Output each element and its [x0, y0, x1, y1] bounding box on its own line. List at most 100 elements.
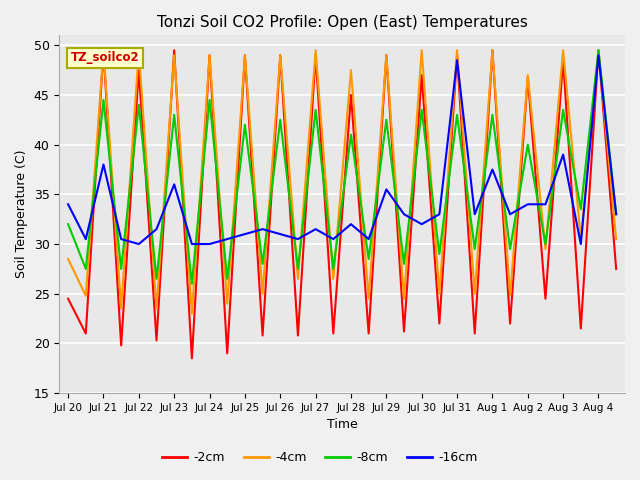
-8cm — [330, 266, 337, 272]
-16cm — [541, 202, 549, 207]
Line: -2cm: -2cm — [68, 50, 616, 359]
Text: TZ_soilco2: TZ_soilco2 — [70, 51, 140, 64]
-8cm — [436, 251, 444, 257]
-4cm — [488, 48, 496, 53]
-16cm — [330, 236, 337, 242]
-8cm — [577, 206, 585, 212]
-8cm — [506, 246, 514, 252]
-4cm — [383, 52, 390, 58]
-16cm — [170, 181, 178, 187]
-16cm — [559, 152, 567, 157]
Line: -16cm: -16cm — [68, 55, 616, 244]
-8cm — [64, 221, 72, 227]
-4cm — [541, 246, 549, 252]
-2cm — [577, 325, 585, 331]
-8cm — [383, 117, 390, 123]
-8cm — [223, 276, 231, 282]
Title: Tonzi Soil CO2 Profile: Open (East) Temperatures: Tonzi Soil CO2 Profile: Open (East) Temp… — [157, 15, 527, 30]
-2cm — [436, 321, 444, 326]
-2cm — [524, 74, 532, 80]
-2cm — [365, 331, 372, 336]
-2cm — [82, 331, 90, 336]
-2cm — [471, 331, 479, 336]
-8cm — [82, 266, 90, 272]
-4cm — [135, 48, 143, 53]
-16cm — [153, 226, 161, 232]
-2cm — [541, 296, 549, 301]
-8cm — [524, 142, 532, 147]
-2cm — [153, 337, 161, 343]
-8cm — [241, 122, 249, 128]
-4cm — [259, 291, 266, 297]
-2cm — [64, 296, 72, 301]
-4cm — [223, 301, 231, 307]
-2cm — [294, 333, 302, 338]
-8cm — [541, 241, 549, 247]
-8cm — [294, 266, 302, 272]
-2cm — [188, 356, 196, 361]
-16cm — [259, 226, 266, 232]
-8cm — [347, 132, 355, 138]
-4cm — [524, 72, 532, 78]
X-axis label: Time: Time — [327, 419, 358, 432]
-2cm — [312, 52, 319, 58]
-4cm — [365, 296, 372, 301]
-8cm — [205, 97, 213, 103]
-4cm — [471, 291, 479, 297]
-4cm — [294, 276, 302, 282]
-16cm — [612, 211, 620, 217]
-4cm — [559, 48, 567, 53]
-2cm — [223, 350, 231, 356]
-16cm — [276, 231, 284, 237]
-2cm — [347, 92, 355, 98]
-2cm — [595, 48, 602, 53]
-16cm — [223, 236, 231, 242]
-16cm — [82, 236, 90, 242]
-16cm — [383, 187, 390, 192]
-2cm — [559, 57, 567, 63]
-4cm — [276, 52, 284, 58]
-4cm — [64, 256, 72, 262]
-16cm — [436, 211, 444, 217]
-8cm — [259, 261, 266, 267]
-2cm — [506, 321, 514, 326]
-4cm — [82, 293, 90, 299]
-16cm — [471, 211, 479, 217]
-2cm — [453, 52, 461, 58]
-2cm — [117, 343, 125, 348]
-4cm — [347, 67, 355, 73]
-16cm — [205, 241, 213, 247]
-8cm — [170, 112, 178, 118]
-16cm — [400, 211, 408, 217]
-16cm — [135, 241, 143, 247]
-8cm — [453, 112, 461, 118]
-4cm — [330, 276, 337, 282]
-2cm — [135, 67, 143, 73]
-8cm — [117, 266, 125, 272]
-4cm — [400, 296, 408, 301]
-8cm — [365, 256, 372, 262]
-16cm — [488, 167, 496, 172]
Legend: -2cm, -4cm, -8cm, -16cm: -2cm, -4cm, -8cm, -16cm — [157, 446, 483, 469]
-4cm — [188, 311, 196, 316]
-2cm — [418, 72, 426, 78]
-2cm — [488, 48, 496, 53]
-16cm — [418, 221, 426, 227]
-8cm — [418, 107, 426, 113]
-8cm — [595, 48, 602, 53]
Y-axis label: Soil Temperature (C): Soil Temperature (C) — [15, 150, 28, 278]
-2cm — [383, 52, 390, 58]
-8cm — [188, 281, 196, 287]
Line: -4cm: -4cm — [68, 50, 616, 313]
-16cm — [64, 202, 72, 207]
-2cm — [612, 266, 620, 272]
-4cm — [205, 52, 213, 58]
-16cm — [506, 211, 514, 217]
-2cm — [100, 48, 108, 53]
-4cm — [312, 48, 319, 53]
-4cm — [577, 236, 585, 242]
-4cm — [436, 291, 444, 297]
-4cm — [612, 236, 620, 242]
-8cm — [276, 117, 284, 123]
-8cm — [135, 102, 143, 108]
